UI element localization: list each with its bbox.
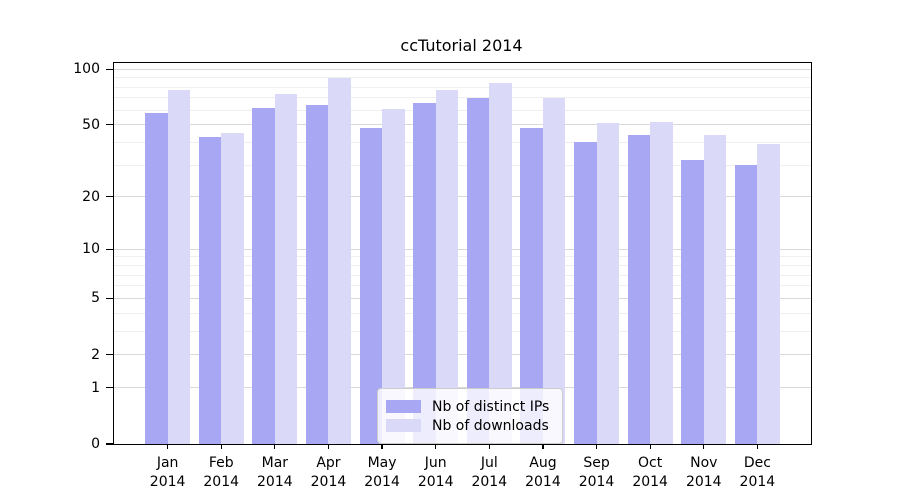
x-tick-label-apr: Apr 2014	[310, 455, 347, 490]
x-tick-mark	[488, 444, 490, 449]
x-tick-label-feb: Feb 2014	[203, 455, 240, 490]
y-tick-mark	[106, 354, 114, 356]
bar-may-distinct-ips	[359, 127, 383, 444]
x-tick-mark	[595, 444, 598, 449]
y-tick-label: 1	[91, 379, 100, 396]
bar-feb-distinct-ips	[198, 136, 222, 444]
legend-label-downloads: Nb of downloads	[432, 417, 549, 434]
legend-item-downloads: Nb of downloads	[386, 417, 552, 434]
x-tick-label-nov: Nov 2014	[685, 455, 722, 490]
bar-mar-downloads	[274, 94, 298, 444]
y-tick-label: 50	[82, 116, 100, 133]
bar-aug-downloads	[542, 97, 566, 444]
bar-nov-distinct-ips	[681, 160, 704, 444]
y-tick-label: 5	[91, 290, 100, 307]
minor-gridline	[114, 256, 811, 258]
y-tick-mark	[106, 297, 114, 300]
minor-gridline	[114, 274, 811, 276]
minor-gridline	[114, 141, 811, 143]
x-tick-mark	[435, 444, 437, 449]
minor-gridline	[114, 97, 811, 99]
y-tick-mark	[106, 124, 114, 126]
y-tick-mark	[106, 68, 114, 70]
major-gridline	[114, 354, 811, 356]
minor-gridline	[114, 86, 811, 88]
bar-sep-distinct-ips	[574, 142, 597, 444]
bar-feb-downloads	[221, 133, 244, 444]
minor-gridline	[114, 77, 811, 79]
legend: Nb of distinct IPs Nb of downloads	[377, 388, 563, 444]
x-tick-label-may: May 2014	[364, 455, 400, 490]
x-tick-mark	[703, 444, 705, 449]
x-tick-mark	[649, 444, 651, 449]
y-tick-mark	[106, 387, 114, 389]
major-gridline	[114, 68, 811, 70]
bar-may-downloads	[382, 108, 405, 444]
bar-sep-downloads	[596, 123, 620, 444]
bar-jun-downloads	[435, 90, 459, 444]
legend-item-distinct-ips: Nb of distinct IPs	[386, 398, 552, 415]
major-gridline	[114, 297, 811, 299]
bar-apr-distinct-ips	[305, 104, 329, 444]
major-gridline	[114, 248, 811, 250]
y-tick-mark	[106, 196, 114, 198]
major-gridline	[114, 124, 811, 126]
bar-jan-downloads	[167, 90, 191, 444]
minor-gridline	[114, 164, 811, 166]
y-tick-label: 0	[91, 436, 100, 452]
bar-nov-downloads	[703, 134, 727, 444]
minor-gridline	[114, 109, 811, 111]
x-tick-label-aug: Aug 2014	[525, 455, 561, 490]
chart-title: ccTutorial 2014	[400, 36, 523, 55]
x-tick-mark	[220, 444, 222, 449]
bar-jul-downloads	[489, 83, 512, 444]
bar-jun-distinct-ips	[413, 102, 436, 444]
x-tick-label-jun: Jun 2014	[417, 455, 454, 490]
bar-jan-distinct-ips	[145, 112, 168, 444]
x-tick-label-oct: Oct 2014	[632, 455, 668, 490]
x-tick-label-jan: Jan 2014	[149, 455, 186, 490]
minor-gridline	[114, 265, 811, 267]
x-tick-mark	[166, 444, 169, 449]
x-tick-mark	[274, 444, 276, 449]
minor-gridline	[114, 330, 811, 332]
y-tick-mark	[106, 248, 114, 250]
bar-oct-distinct-ips	[627, 134, 651, 444]
bar-dec-distinct-ips	[734, 165, 758, 444]
x-tick-label-jul: Jul 2014	[471, 455, 508, 490]
x-tick-label-sep: Sep 2014	[578, 455, 615, 490]
legend-swatch-downloads	[386, 419, 421, 432]
x-tick-mark	[327, 444, 330, 449]
bar-aug-distinct-ips	[520, 127, 543, 444]
y-tick-label: 100	[73, 61, 100, 78]
x-tick-mark	[756, 444, 759, 449]
bar-dec-downloads	[757, 144, 780, 444]
legend-swatch-distinct-ips	[386, 400, 421, 413]
y-tick-label: 10	[82, 241, 100, 258]
bar-mar-distinct-ips	[252, 107, 275, 444]
bar-jul-distinct-ips	[466, 97, 490, 444]
x-tick-label-dec: Dec 2014	[739, 455, 776, 490]
y-tick-label: 2	[91, 346, 100, 363]
plot-area: 100 50 20 10 5 2 1 0 Jan 2014 Feb 2014 Mar 2014 Apr 201…	[73, 62, 812, 490]
bar-oct-downloads	[650, 121, 673, 444]
minor-gridline	[114, 285, 811, 287]
y-tick-label: 20	[82, 188, 100, 205]
x-tick-mark	[542, 444, 544, 449]
bar-apr-downloads	[328, 77, 351, 444]
major-gridline	[114, 196, 811, 198]
x-tick-label-mar: Mar 2014	[257, 455, 293, 490]
x-tick-mark	[381, 444, 383, 449]
legend-label-distinct-ips: Nb of distinct IPs	[432, 398, 550, 415]
major-gridline	[114, 387, 811, 389]
y-tick-mark	[106, 443, 114, 445]
minor-gridline	[114, 312, 811, 314]
